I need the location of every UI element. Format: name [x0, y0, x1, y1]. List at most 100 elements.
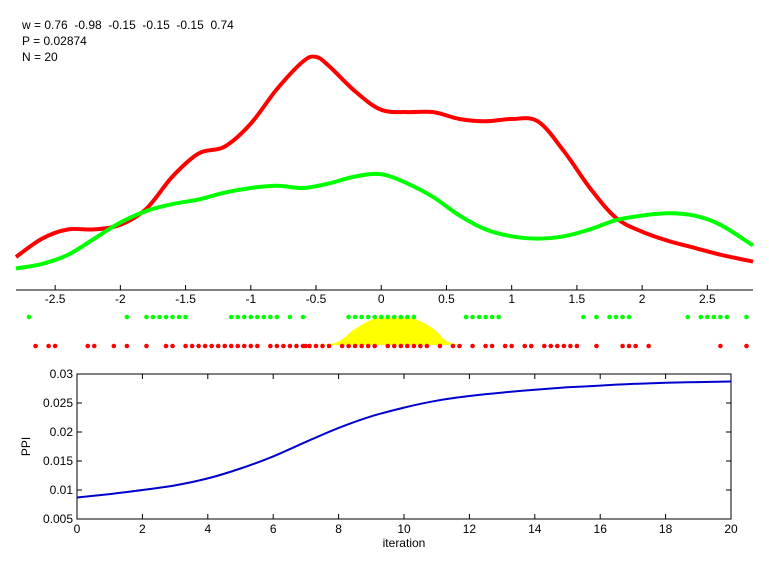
- red-marker: [202, 343, 208, 349]
- red-marker: [241, 343, 247, 349]
- red-marker: [91, 343, 97, 349]
- red-marker: [124, 343, 130, 349]
- x-tick-label: 0.5: [438, 292, 455, 306]
- green-marker: [685, 314, 691, 320]
- red-marker: [222, 343, 228, 349]
- weights-label: w = 0.76 -0.98 -0.15 -0.15 -0.15 0.74: [22, 18, 234, 32]
- red-marker: [228, 343, 234, 349]
- red-marker: [248, 343, 254, 349]
- x-tick-label: 2.5: [699, 292, 716, 306]
- red-marker: [437, 343, 443, 349]
- green-marker: [300, 314, 306, 320]
- red-marker: [320, 343, 325, 349]
- red-marker: [196, 343, 201, 349]
- plot-frame: [76, 373, 732, 520]
- green-marker: [705, 314, 710, 320]
- red-marker: [339, 343, 345, 349]
- green-marker: [248, 314, 254, 320]
- green-marker: [170, 314, 175, 320]
- red-marker: [646, 343, 651, 349]
- y-tick-label: 0.015: [43, 454, 73, 468]
- red-marker: [385, 343, 391, 349]
- red-marker: [744, 343, 749, 349]
- x-tick-label: 8: [335, 522, 342, 536]
- red-marker: [489, 343, 495, 349]
- red-marker: [163, 343, 169, 349]
- red-marker: [568, 343, 573, 349]
- red-marker: [209, 343, 214, 349]
- x-tick-label: 1: [508, 292, 515, 306]
- x-tick-label: -0.5: [306, 292, 327, 306]
- red-marker: [359, 343, 364, 349]
- red-marker: [620, 343, 625, 349]
- red-marker: [215, 343, 221, 349]
- red-marker: [111, 343, 117, 349]
- red-marker: [352, 343, 358, 349]
- red-marker: [46, 343, 51, 349]
- red-marker: [509, 343, 514, 349]
- red-marker: [418, 343, 423, 349]
- red-marker: [457, 343, 462, 349]
- red-marker: [255, 343, 260, 349]
- red-marker: [561, 343, 567, 349]
- n-label: N = 20: [22, 50, 58, 64]
- x-tick-label: 16: [594, 522, 608, 536]
- green-marker: [359, 314, 364, 320]
- green-marker: [607, 314, 612, 320]
- red-marker: [398, 343, 404, 349]
- red-marker: [450, 343, 456, 349]
- red-marker: [85, 343, 91, 349]
- red-marker: [268, 343, 273, 349]
- red-marker: [633, 343, 638, 349]
- x-tick-label: 12: [463, 522, 477, 536]
- highlight-area: [305, 317, 460, 345]
- green-marker: [372, 314, 378, 320]
- green-marker: [398, 314, 404, 320]
- p-value-label: P = 0.02874: [22, 34, 87, 48]
- y-tick-label: 0.01: [50, 483, 74, 497]
- green-marker: [385, 314, 391, 320]
- red-marker: [365, 343, 371, 349]
- green-marker: [144, 314, 149, 320]
- red-marker: [303, 343, 308, 349]
- green-marker: [261, 314, 267, 320]
- green-marker: [698, 314, 704, 320]
- x-tick-label: 2: [639, 292, 646, 306]
- red-marker: [483, 343, 488, 349]
- green-marker: [163, 314, 169, 320]
- red-marker: [594, 343, 599, 349]
- red-marker: [33, 343, 38, 349]
- green-marker: [378, 314, 384, 320]
- green-marker: [346, 314, 351, 320]
- red-marker: [391, 343, 397, 349]
- y-tick-label: 0.03: [50, 367, 74, 381]
- x-tick-label: 10: [397, 522, 411, 536]
- x-tick-label: 14: [528, 522, 542, 536]
- red-marker: [574, 343, 580, 349]
- red-marker: [281, 343, 286, 349]
- red-marker: [313, 343, 319, 349]
- green-marker: [620, 314, 625, 320]
- green-marker: [594, 314, 599, 320]
- green-marker: [476, 314, 482, 320]
- green-marker: [411, 314, 417, 320]
- x-axis-label: iteration: [383, 536, 426, 550]
- y-tick-label: 0.005: [43, 512, 73, 526]
- red-density-curve: [14, 54, 754, 264]
- red-marker: [528, 343, 534, 349]
- y-tick-label: 0.025: [43, 396, 73, 410]
- green-marker: [724, 314, 730, 320]
- red-marker: [52, 343, 58, 349]
- green-marker: [470, 314, 475, 320]
- green-marker: [391, 314, 397, 320]
- red-marker: [424, 343, 430, 349]
- red-marker: [294, 343, 299, 349]
- red-marker: [502, 343, 508, 349]
- green-marker: [626, 314, 632, 320]
- x-tick-label: -2: [115, 292, 126, 306]
- red-marker: [235, 343, 241, 349]
- green-marker: [489, 314, 495, 320]
- green-marker: [176, 314, 182, 320]
- red-marker: [541, 343, 547, 349]
